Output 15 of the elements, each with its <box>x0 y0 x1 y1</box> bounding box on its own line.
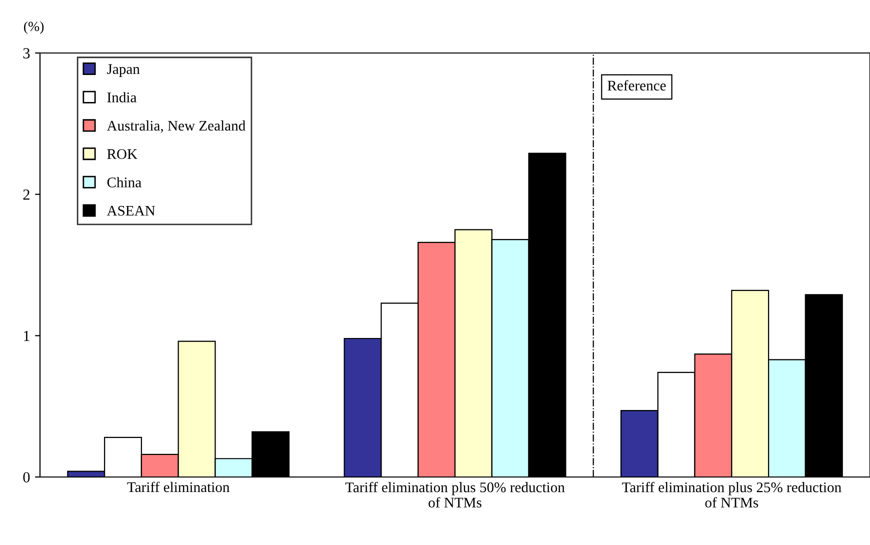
y-axis-title: (%) <box>24 21 44 34</box>
legend-label: Japan <box>107 64 140 77</box>
annotation: Reference <box>608 80 666 91</box>
x-tick-label: Tariff elimination plus 25% reduction of NTMs <box>622 482 842 508</box>
y-tick-label: 1 <box>24 330 30 341</box>
y-tick-label: 3 <box>23 48 30 58</box>
legend-label: China <box>107 177 142 188</box>
y-tick-label: 0 <box>23 472 30 482</box>
y-tick-label: 2 <box>23 190 30 200</box>
legend-label: Australia, New Zealand <box>106 120 246 133</box>
legend-label: ASEAN <box>106 206 156 216</box>
legend-label: ROK <box>107 149 138 160</box>
x-tick-label: Tariff elimination plus 50% reduction of NTMs <box>345 482 565 508</box>
legend-label: India <box>107 92 137 102</box>
x-tick-label: Tariff elimination <box>127 482 230 492</box>
